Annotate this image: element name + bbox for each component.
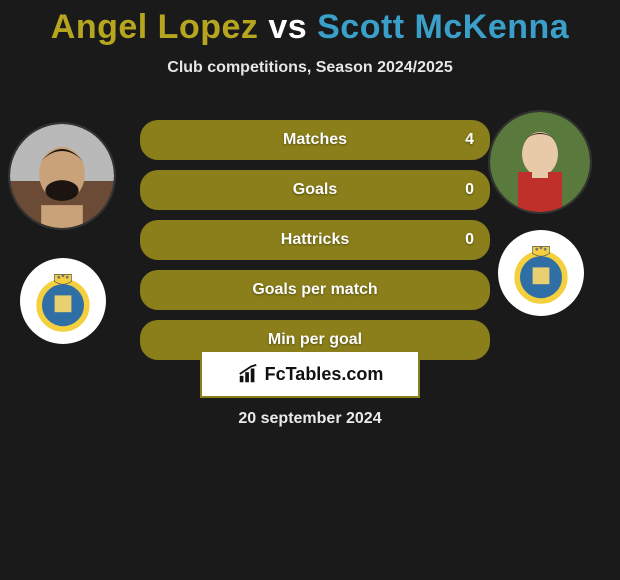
stat-bars: Matches 4 Goals 0 Hattricks 0 Goals per … xyxy=(140,120,490,370)
stat-bar-label: Goals per match xyxy=(252,281,377,299)
stat-bar: Goals per match xyxy=(140,270,490,310)
title-vs: vs xyxy=(258,8,317,46)
club-1-crest-svg xyxy=(28,266,98,336)
stat-bar-value: 0 xyxy=(465,181,474,199)
stat-bar-value: 0 xyxy=(465,231,474,249)
source-watermark: FcTables.com xyxy=(200,350,420,398)
club-2-crest xyxy=(498,230,584,316)
player-2-avatar xyxy=(488,110,592,214)
date-caption: 20 september 2024 xyxy=(0,410,620,428)
stat-bar-label: Hattricks xyxy=(281,231,349,249)
comparison-infographic: Angel Lopez vs Scott McKenna Club compet… xyxy=(0,0,620,580)
title-player-1: Angel Lopez xyxy=(51,8,259,46)
stat-bar-label: Min per goal xyxy=(268,331,362,349)
chart-icon xyxy=(237,363,259,385)
title-player-2: Scott McKenna xyxy=(317,8,569,46)
subtitle: Club competitions, Season 2024/2025 xyxy=(0,59,620,77)
stat-bar-value: 4 xyxy=(465,131,474,149)
stat-bar-label: Matches xyxy=(283,131,347,149)
player-1-avatar-img xyxy=(10,124,114,228)
club-1-crest xyxy=(20,258,106,344)
player-1-avatar xyxy=(8,122,116,230)
page-title: Angel Lopez vs Scott McKenna xyxy=(0,0,620,47)
stat-bar: Hattricks 0 xyxy=(140,220,490,260)
player-2-avatar-img xyxy=(490,112,590,212)
stat-bar: Goals 0 xyxy=(140,170,490,210)
stat-bar-label: Goals xyxy=(293,181,337,199)
source-watermark-text: FcTables.com xyxy=(265,364,384,385)
stat-bar: Matches 4 xyxy=(140,120,490,160)
club-2-crest-svg xyxy=(506,238,576,308)
